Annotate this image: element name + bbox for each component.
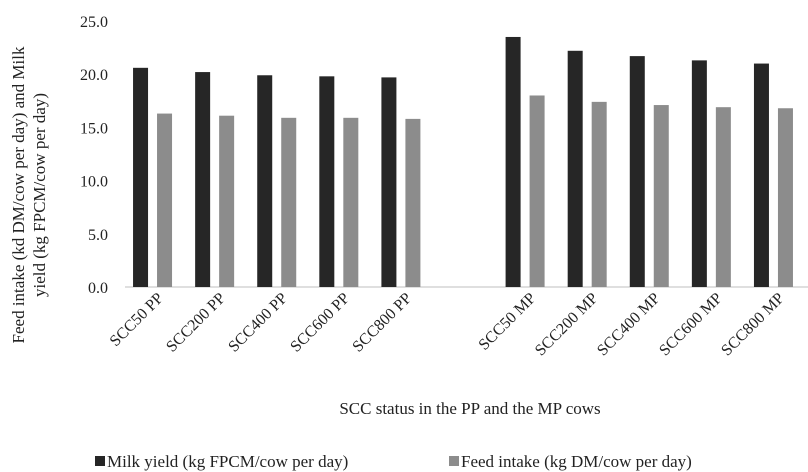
bar-feed-intake [405,118,421,287]
bar-milk-yield [381,77,397,287]
bar-feed-intake [777,108,793,287]
x-category-label: SCC200 PP [163,290,229,356]
x-category-label: SCC50 MP [476,290,540,354]
x-category-label: SCC800 PP [349,290,415,356]
bar-milk-yield [319,76,335,287]
bar-feed-intake [653,105,669,287]
bar-milk-yield [505,36,521,288]
y-tick-label: 0.0 [88,280,108,297]
x-category-label: SCC400 PP [225,290,291,356]
bar-feed-intake [529,95,545,287]
bar-feed-intake [281,117,297,287]
bar-milk-yield [567,50,583,288]
bar-feed-intake [591,101,607,287]
y-axis-ticks: 0.0 5.0 10.0 15.0 20.0 25.0 [80,14,108,297]
x-category-label: SCC600 PP [287,290,353,356]
bar-milk-yield [195,72,211,288]
legend-swatch-feed-intake [449,456,459,466]
x-category-label: SCC50 PP [107,290,167,350]
x-category-label: SCC800 MP [718,290,788,360]
x-axis-title: SCC status in the PP and the MP cows [339,399,600,418]
bar-milk-yield [629,56,645,287]
y-tick-label: 20.0 [80,67,108,84]
bar-feed-intake [157,113,173,288]
legend: Milk yield (kg FPCM/cow per day) Feed in… [95,452,692,471]
bar-milk-yield [133,67,149,287]
bar-feed-intake [343,117,359,287]
bar-milk-yield [753,63,769,288]
bar-feed-intake [219,115,235,287]
bar-milk-yield [257,75,273,287]
y-axis-title-line-1: Feed intake (kd DM/cow per day) and Milk [9,46,28,343]
y-tick-label: 15.0 [80,120,108,137]
y-tick-label: 5.0 [88,227,108,244]
legend-label-milk-yield: Milk yield (kg FPCM/cow per day) [107,452,348,471]
bar-milk-yield [691,60,707,288]
bars-group [133,36,793,288]
legend-label-feed-intake: Feed intake (kg DM/cow per day) [461,452,692,471]
x-category-label: SCC400 MP [594,290,664,360]
x-category-label: SCC200 MP [532,290,602,360]
y-axis-title-line-2: yield (kg FPCM/cow per day) [30,93,49,297]
legend-swatch-milk-yield [95,456,105,466]
bar-feed-intake [715,107,731,288]
y-tick-label: 10.0 [80,174,108,191]
x-category-label: SCC600 MP [656,290,726,360]
y-tick-label: 25.0 [80,14,108,31]
